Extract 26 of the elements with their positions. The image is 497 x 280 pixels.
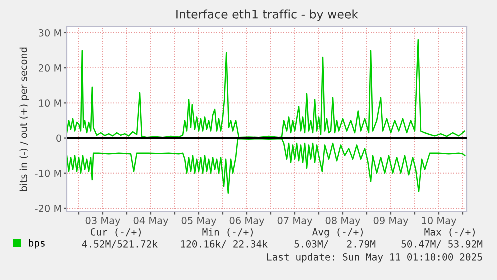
chart-title: Interface eth1 traffic - by week [176,10,358,22]
x-tick-label: 06 May [230,217,264,226]
text: 120.16k/ 22.34k [181,240,268,249]
text: Min (-/+) [202,228,253,237]
x-tick-label: 03 May [86,217,120,226]
x-tick-label: 09 May [374,217,408,226]
x-tick-label: 08 May [326,217,360,226]
legend-label: bps [29,239,45,249]
text: Last update: Sun May 11 01:10:00 2025 [267,253,482,263]
y-tick-label: -10 M [35,170,62,178]
y-tick-label: 10 M [39,100,62,108]
y-tick-label: 30 M [39,29,62,37]
text: 4.52M/521.72k [82,240,158,249]
text: Cur (-/+) [90,228,141,237]
y-tick-label: 20 M [39,64,62,72]
text: 50.47M/ 53.92M [402,240,483,249]
y-tick-label: 0 [56,134,62,142]
x-tick-label: 07 May [278,217,312,226]
text: Avg (-/+) [312,228,363,238]
x-tick-label: 04 May [134,217,168,226]
text: 5.03M/ 2.79M [294,240,376,249]
y-axis-title: bits in (-) / out (+) per second [20,48,30,192]
y-tick-label: -20 M [35,204,62,212]
text: Max (-/+) [424,228,475,237]
x-tick-label: 10 May [422,217,456,226]
x-tick-label: 05 May [182,217,216,226]
